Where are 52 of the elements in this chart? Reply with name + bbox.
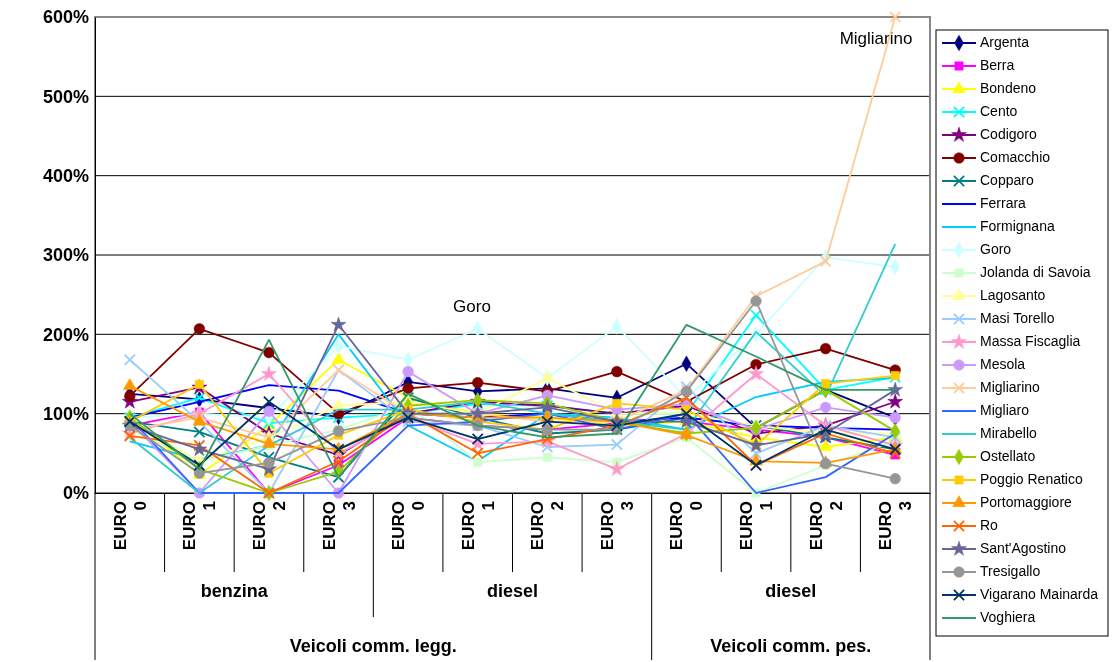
- legend-label: Codigoro: [980, 125, 1038, 142]
- y-tick-label: 500%: [42, 86, 89, 107]
- legend-label: Comacchio: [980, 148, 1051, 165]
- y-tick-label: 600%: [42, 7, 89, 28]
- legend-label: Sant'Agostino: [980, 539, 1067, 556]
- y-tick-label: 300%: [42, 245, 89, 266]
- x-tick-label: EURO 2: [528, 501, 568, 551]
- legend-label: Poggio Renatico: [980, 470, 1083, 487]
- legend-label: Lagosanto: [980, 286, 1046, 303]
- legend-label: Jolanda di Savoia: [980, 263, 1091, 280]
- annotation: Goro: [453, 297, 491, 317]
- legend-label: Mirabello: [980, 424, 1038, 441]
- text: diesel: [486, 581, 539, 601]
- x-tick-label: EURO 2: [806, 501, 846, 551]
- legend-label: Mesola: [980, 355, 1026, 372]
- text: Veicoli comm. pes.: [710, 636, 872, 656]
- legend-label: Argenta: [980, 33, 1030, 50]
- legend-label: Portomaggiore: [980, 493, 1073, 510]
- legend-label: Masi Torello: [980, 309, 1055, 326]
- x-tick-label: EURO 3: [876, 501, 916, 551]
- x-tick-label: EURO 3: [597, 501, 637, 551]
- legend-label: Massa Fiscaglia: [980, 332, 1081, 349]
- legend-label: Formignana: [980, 217, 1055, 234]
- x-tick-label: EURO 0: [389, 501, 429, 551]
- annotation: Migliarino: [839, 29, 913, 49]
- legend-label: Voghiera: [980, 608, 1036, 625]
- y-tick-label: 200%: [42, 324, 89, 345]
- legend-label: Goro: [980, 240, 1012, 257]
- y-tick-label: 400%: [42, 165, 89, 186]
- text: benzina: [200, 581, 269, 601]
- x-tick-label: EURO 3: [319, 501, 359, 551]
- legend-label: Ferrara: [980, 194, 1027, 211]
- legend-label: Migliaro: [980, 401, 1030, 418]
- legend-label: Vigarano Mainarda: [980, 585, 1099, 602]
- legend-label: Cento: [980, 102, 1018, 119]
- x-tick-label: EURO 2: [249, 501, 289, 551]
- x-tick-label: EURO 1: [737, 501, 777, 551]
- x-tick-label: EURO 1: [458, 501, 498, 551]
- legend-label: Copparo: [980, 171, 1034, 188]
- y-tick-label: 100%: [42, 403, 89, 424]
- y-tick-label: 0%: [62, 483, 89, 504]
- x-tick-label: EURO 1: [180, 501, 220, 551]
- text: diesel: [765, 581, 817, 601]
- x-tick-label: EURO 0: [667, 501, 707, 551]
- legend-label: Tresigallo: [980, 562, 1041, 579]
- legend-label: Bondeno: [980, 79, 1037, 96]
- legend-label: Berra: [980, 56, 1015, 73]
- legend-label: Ostellato: [980, 447, 1036, 464]
- x-tick-label: EURO 0: [110, 501, 150, 551]
- text: Veicoli comm. legg.: [289, 636, 457, 656]
- legend-label: Migliarino: [980, 378, 1041, 395]
- legend-label: Ro: [980, 516, 999, 533]
